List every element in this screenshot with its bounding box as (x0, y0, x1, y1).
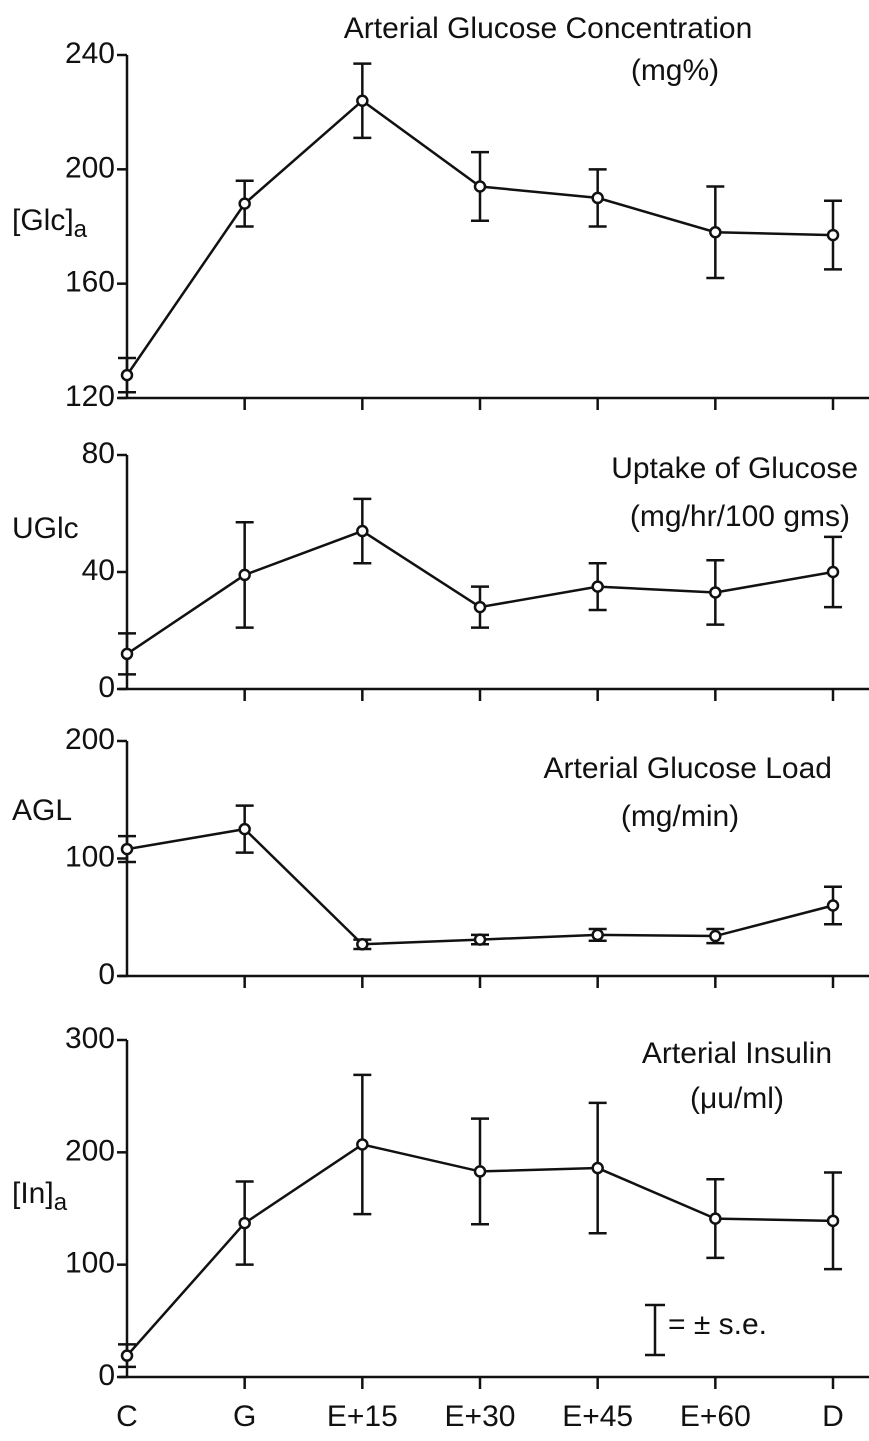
data-point (473, 600, 487, 614)
chart-subtitle: (μu/ml) (690, 1082, 784, 1115)
data-point (473, 180, 487, 193)
data-point (238, 1216, 251, 1230)
x-tick-label: E+15 (327, 1400, 398, 1433)
data-point (238, 568, 251, 582)
chart-title: Arterial Glucose Concentration (344, 12, 753, 45)
y-tick-label: 40 (82, 554, 115, 587)
y-tick-label: 80 (82, 437, 115, 470)
y-tick-label: 0 (98, 671, 115, 704)
data-point (238, 822, 251, 836)
chart-title: Uptake of Glucose (611, 452, 858, 485)
data-line (125, 99, 834, 376)
data-line (126, 827, 834, 946)
data-point (120, 1349, 134, 1362)
y-tick-label: 300 (65, 1022, 115, 1055)
y-axis-label: UGlc (12, 512, 79, 545)
data-point (356, 938, 369, 951)
data-point (591, 1161, 604, 1175)
y-tick-label: 120 (65, 380, 115, 413)
data-point (709, 586, 722, 599)
y-axis-label-sub: a (54, 1189, 68, 1216)
data-point (473, 1165, 487, 1178)
data-point (120, 368, 134, 382)
legend-symbol (645, 1303, 665, 1357)
x-tick-label: G (233, 1400, 256, 1433)
data-point (356, 94, 369, 107)
chart-title: Arterial Insulin (642, 1037, 832, 1070)
y-tick-label: 0 (98, 1359, 115, 1392)
y-axis-label: [Glc]a (12, 204, 88, 243)
y-axis-label: [In]a (12, 1177, 68, 1216)
data-point (826, 1214, 840, 1228)
data-point (709, 1212, 722, 1225)
y-tick-label: 200 (65, 1134, 115, 1167)
data-point (826, 228, 840, 242)
chart-title: Arterial Glucose Load (544, 752, 833, 785)
chart-subtitle: (mg/min) (621, 800, 739, 833)
chart-subtitle: (mg%) (631, 54, 719, 87)
y-tick-label: 0 (98, 958, 115, 991)
y-tick-label: 240 (65, 37, 115, 70)
y-tick-label: 100 (65, 840, 115, 873)
y-axis-label-text: AGL (12, 794, 72, 827)
x-tick-label: C (116, 1400, 138, 1433)
y-tick-label: 200 (65, 723, 115, 756)
y-tick-label: 200 (65, 151, 115, 184)
data-point (826, 899, 840, 912)
data-point (238, 197, 251, 210)
y-tick-label: 100 (65, 1247, 115, 1280)
y-tick-label: 160 (65, 266, 115, 299)
data-point (120, 647, 134, 661)
data-point (356, 1138, 369, 1151)
y-axis-label-text: UGlc (12, 512, 79, 545)
x-tick-label: E+30 (445, 1400, 516, 1433)
data-point (709, 225, 722, 239)
x-tick-label: D (822, 1400, 844, 1433)
data-point (591, 191, 604, 205)
data-point (356, 524, 369, 538)
data-point (591, 928, 604, 942)
chart-subtitle: (mg/hr/100 gms) (630, 500, 850, 533)
data-point (120, 842, 134, 856)
data-point (826, 565, 840, 579)
x-tick-label: E+45 (562, 1400, 633, 1433)
annotation: = ± s.e. (668, 1308, 767, 1341)
data-point (473, 933, 487, 946)
x-tick-label: E+60 (680, 1400, 751, 1433)
data-point (709, 929, 722, 943)
y-axis-label-sub: a (74, 216, 88, 243)
y-axis-label-text: [Glc] (12, 204, 74, 237)
y-axis-label: AGL (12, 794, 72, 827)
data-point (591, 580, 604, 593)
y-axis-label-text: [In] (12, 1177, 54, 1210)
